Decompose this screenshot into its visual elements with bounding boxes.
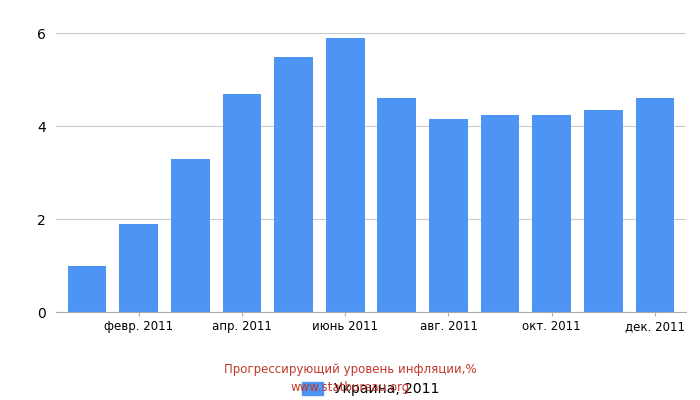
Bar <box>533 114 571 312</box>
Text: Прогрессирующий уровень инфляции,%: Прогрессирующий уровень инфляции,% <box>224 364 476 376</box>
Bar <box>377 98 416 312</box>
Bar <box>429 119 468 312</box>
Bar <box>636 98 674 312</box>
Bar <box>171 159 209 312</box>
Bar <box>481 114 519 312</box>
Legend: Украина, 2011: Украина, 2011 <box>302 382 440 396</box>
Bar <box>584 110 623 312</box>
Bar <box>274 56 313 312</box>
Text: www.statbureau.org: www.statbureau.org <box>290 381 410 394</box>
Bar <box>119 224 158 312</box>
Bar <box>223 94 261 312</box>
Bar <box>326 38 365 312</box>
Bar <box>68 266 106 312</box>
